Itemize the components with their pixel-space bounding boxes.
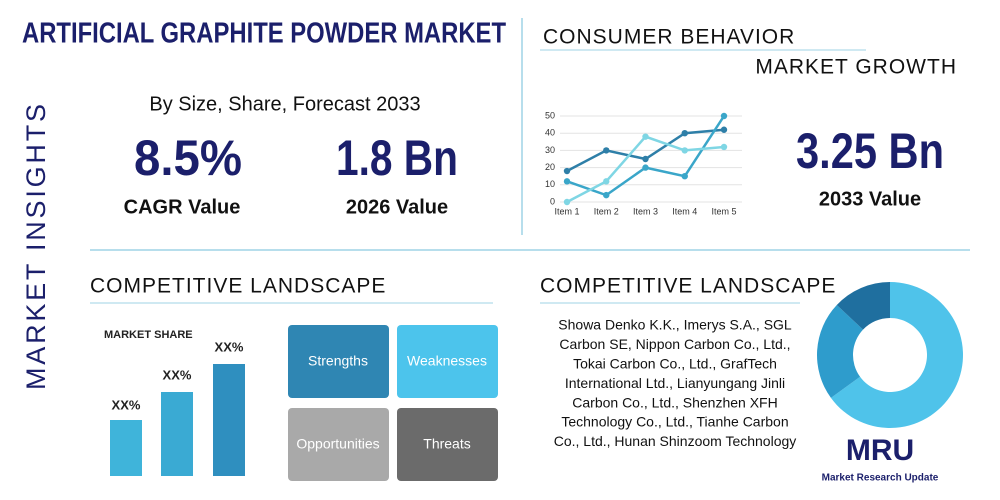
- point: [681, 130, 688, 137]
- side-label: MARKET INSIGHTS: [21, 100, 51, 390]
- logo: MRU: [846, 434, 914, 467]
- swot-label: Threats: [423, 436, 470, 452]
- point: [642, 133, 649, 140]
- point: [642, 155, 649, 163]
- x-tick-label: Item 5: [711, 206, 736, 216]
- point: [603, 147, 610, 154]
- logo-caption: Market Research Update: [822, 473, 939, 484]
- company-line: Carbon SE, Nippon Carbon Co., Ltd.,: [559, 336, 790, 352]
- swot-box: [397, 325, 498, 398]
- x-tick-label: Item 1: [554, 206, 579, 216]
- x-tick-label: Item 2: [594, 206, 619, 216]
- stat-label: 2026 Value: [346, 196, 448, 218]
- company-line: Tokai Carbon Co., Ltd., GrafTech: [573, 356, 777, 372]
- donut-chart: [817, 282, 964, 428]
- y-tick-label: 50: [545, 110, 555, 120]
- y-tick-label: 40: [545, 128, 555, 138]
- donut-segment: [817, 305, 864, 398]
- title: ARTIFICIAL GRAPHITE POWDER MARKET: [22, 18, 506, 50]
- swot-box: [397, 408, 498, 481]
- bar-label: XX%: [163, 367, 192, 382]
- market-share-label: MARKET SHARE: [104, 329, 193, 341]
- stat-value: 3.25 Bn: [796, 123, 944, 179]
- swot-box: [288, 408, 389, 481]
- point: [563, 198, 571, 206]
- swot-label: Opportunities: [296, 436, 379, 452]
- point: [563, 167, 571, 175]
- y-tick-label: 0: [550, 196, 555, 206]
- stat-label: 2033 Value: [819, 188, 921, 210]
- swot-box: [288, 325, 389, 398]
- point: [681, 173, 688, 180]
- company-line: International Ltd., Lianyungang Jinli: [565, 375, 785, 391]
- section-title: COMPETITIVE LANDSCAPE: [90, 275, 386, 298]
- share-bar: [161, 392, 193, 476]
- x-tick-label: Item 4: [672, 206, 697, 216]
- subtitle: By Size, Share, Forecast 2033: [149, 93, 420, 115]
- bar-label: XX%: [112, 397, 141, 412]
- company-line: Co., Ltd., Hunan Shinzoom Technology: [554, 433, 797, 449]
- point: [603, 178, 610, 185]
- share-bar: [110, 420, 142, 476]
- point: [603, 191, 610, 199]
- point: [720, 143, 728, 151]
- stat-label: CAGR Value: [124, 196, 241, 218]
- company-line: Showa Denko K.K., Imerys S.A., SGL: [558, 317, 792, 333]
- point: [642, 164, 649, 171]
- y-tick-label: 10: [545, 179, 555, 189]
- company-line: Carbon Co., Ltd., Shenzhen XFH: [572, 394, 777, 410]
- point: [563, 178, 571, 185]
- section-title: COMPETITIVE LANDSCAPE: [540, 275, 836, 298]
- point: [720, 112, 728, 120]
- donut-segment: [836, 282, 890, 330]
- point: [720, 126, 728, 133]
- x-tick-label: Item 3: [633, 206, 658, 216]
- company-line: Technology Co., Ltd., Tianhe Carbon: [561, 414, 788, 430]
- stat-value: 1.8 Bn: [336, 130, 458, 186]
- donut-segment: [830, 282, 964, 428]
- section-subtitle: MARKET GROWTH: [755, 56, 957, 79]
- swot-label: Weaknesses: [407, 353, 487, 369]
- y-tick-label: 20: [545, 162, 555, 172]
- y-tick-label: 30: [545, 145, 555, 155]
- share-bar: [213, 364, 245, 476]
- point: [681, 147, 688, 154]
- swot-label: Strengths: [308, 353, 368, 369]
- bar-label: XX%: [215, 339, 244, 354]
- stat-value: 8.5%: [134, 130, 242, 186]
- section-title: CONSUMER BEHAVIOR: [543, 26, 795, 49]
- line-chart: 0 10 20 30 40 50 Item 1 Item 2 Item 3 Item 4 Item …: [545, 110, 742, 216]
- company-list: Showa Denko K.K., Imerys S.A., SGL Carbon…: [554, 317, 797, 449]
